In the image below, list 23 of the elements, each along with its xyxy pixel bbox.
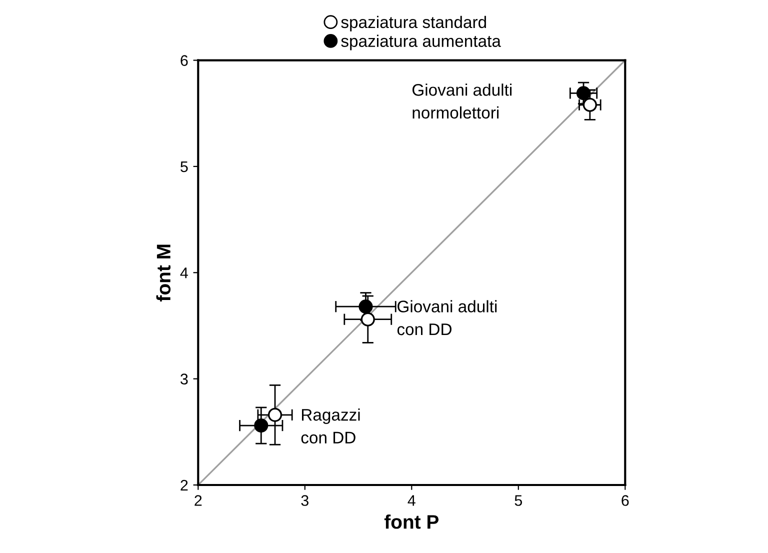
annotation: Giovani adulti con DD (397, 300, 497, 336)
x-tick-label: 3 (301, 495, 308, 506)
legend-label: spaziatura standard (341, 16, 486, 32)
point (360, 312, 375, 326)
x-tick-label: 2 (194, 495, 202, 506)
y-tick-label: 6 (180, 55, 188, 66)
x-tick-label: 5 (514, 495, 522, 506)
point (254, 418, 268, 433)
y-axis-title: font M (156, 244, 171, 302)
y-tick-label: 5 (180, 161, 188, 172)
point (358, 300, 373, 314)
x-tick-label: 6 (622, 495, 629, 506)
annotation: Giovani adulti normolettori (412, 84, 512, 119)
y-tick-label: 4 (180, 268, 188, 278)
legend-label: spaziatura aumentata (341, 34, 501, 50)
y-tick-label: 3 (180, 374, 188, 384)
annotation: Ragazzi con DD (301, 408, 360, 444)
point (576, 86, 591, 100)
point (268, 408, 282, 422)
x-axis-title: font P (384, 514, 439, 529)
x-tick-label: 4 (408, 495, 416, 506)
point (582, 98, 597, 112)
y-tick-label: 2 (180, 480, 188, 491)
